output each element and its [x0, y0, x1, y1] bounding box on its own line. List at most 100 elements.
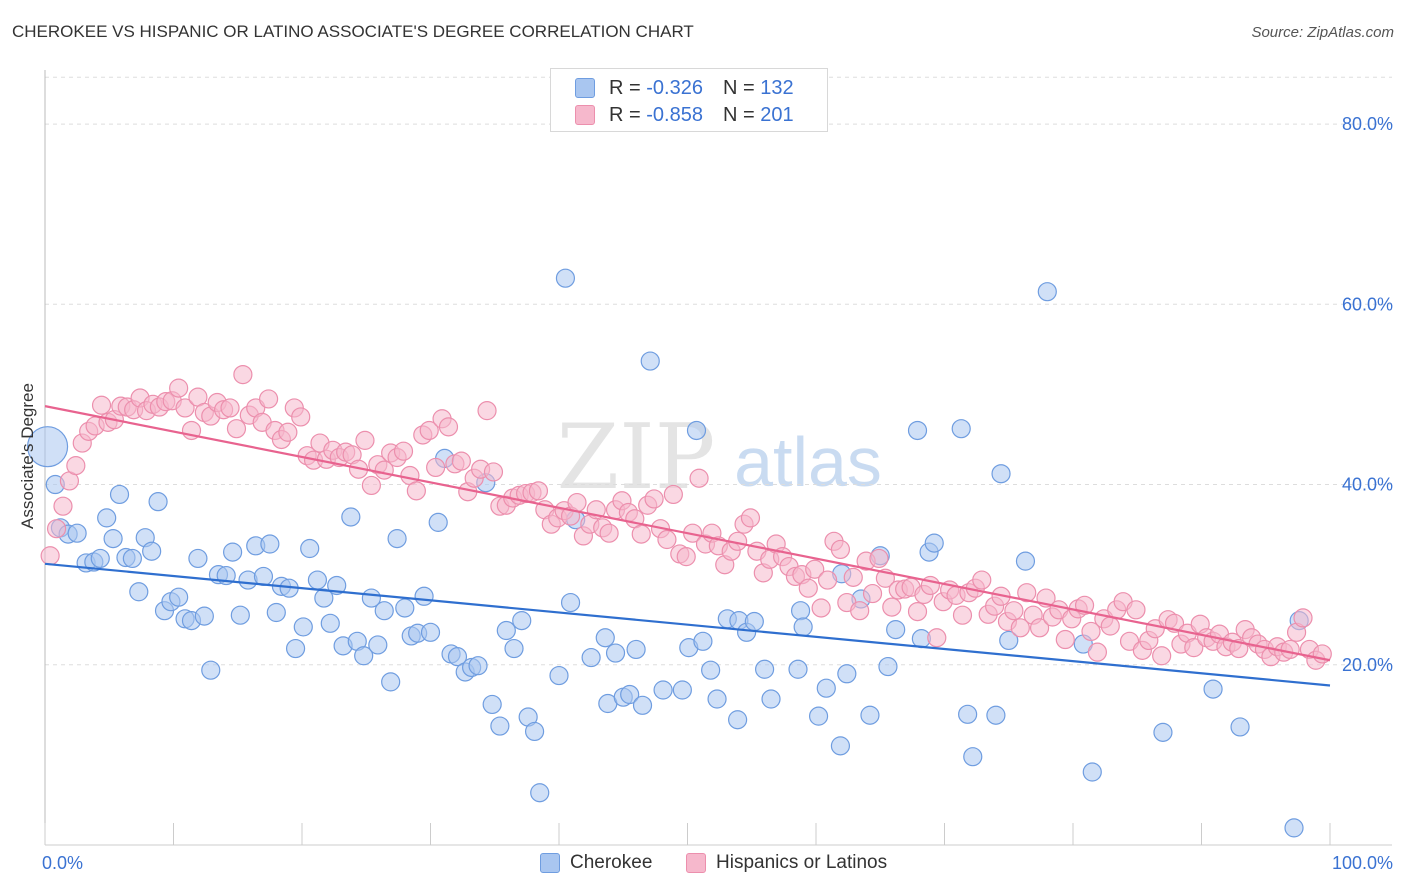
data-point — [560, 592, 581, 613]
data-point — [830, 539, 851, 560]
data-point — [46, 519, 67, 539]
hispanic-trendline — [44, 405, 1331, 662]
data-point — [907, 420, 928, 441]
data-point — [862, 583, 883, 604]
data-point — [707, 689, 727, 709]
data-point — [816, 678, 836, 698]
data-point — [169, 587, 189, 607]
data-point — [808, 706, 829, 726]
data-point — [188, 548, 208, 569]
data-point — [843, 567, 863, 587]
correlation-legend: R = -0.326 N = 132 R = -0.858 N = 201 — [550, 68, 828, 132]
data-point — [1203, 679, 1223, 699]
data-point — [631, 524, 651, 544]
data-point — [1081, 621, 1101, 642]
data-point — [817, 570, 838, 590]
data-point — [860, 705, 880, 725]
data-point — [886, 620, 906, 640]
data-point — [644, 489, 664, 509]
legend-n-value: 132 — [760, 76, 794, 99]
data-point — [811, 598, 831, 618]
data-point — [223, 542, 243, 562]
data-point — [109, 484, 130, 505]
data-point — [701, 660, 721, 680]
bottom-swatch-hispanic — [686, 853, 706, 873]
data-point — [169, 378, 189, 398]
y-axis-label: Associate's Degree — [18, 383, 37, 529]
data-point — [991, 464, 1011, 484]
data-point — [788, 659, 808, 679]
data-point — [1152, 646, 1172, 666]
data-point — [850, 601, 870, 621]
data-point — [837, 664, 857, 684]
data-point — [869, 548, 889, 569]
data-point — [103, 529, 123, 549]
data-point — [530, 783, 550, 803]
y-tick-label: 40.0% — [1342, 475, 1393, 495]
data-point — [314, 588, 334, 608]
data-point — [468, 656, 488, 676]
bottom-legend-label-cherokee: Cherokee — [570, 852, 653, 873]
data-point — [754, 659, 775, 679]
data-point — [1087, 642, 1108, 662]
data-point — [420, 622, 441, 642]
data-point — [927, 628, 947, 648]
data-point — [907, 601, 928, 622]
data-point — [285, 638, 306, 659]
data-point — [1055, 629, 1075, 650]
data-point — [952, 605, 973, 625]
data-point — [67, 523, 87, 543]
data-point — [549, 665, 569, 686]
data-point — [693, 631, 713, 651]
data-point — [194, 606, 214, 626]
data-point — [744, 611, 764, 632]
data-point — [512, 611, 532, 631]
data-point — [1184, 638, 1204, 658]
data-point — [393, 441, 414, 461]
data-point — [1153, 722, 1173, 742]
data-point — [175, 398, 195, 418]
data-point — [1029, 618, 1050, 638]
data-point — [878, 656, 898, 677]
data-point — [307, 570, 328, 590]
data-point — [1126, 600, 1146, 620]
legend-row-hispanic: R = -0.858 N = 201 — [575, 102, 794, 128]
data-point — [387, 529, 407, 549]
y-tick-label: 20.0% — [1342, 655, 1393, 675]
data-point — [490, 716, 510, 736]
data-point — [761, 689, 781, 709]
legend-r-label: R = — [609, 76, 647, 99]
data-point — [958, 704, 978, 724]
data-point — [230, 605, 250, 625]
data-point — [483, 462, 504, 482]
data-point — [438, 417, 459, 437]
tick-labels: 20.0% 40.0% 60.0% 80.0% 0.0% 100.0% — [42, 114, 1393, 873]
data-point — [341, 507, 361, 527]
data-point — [129, 582, 149, 602]
data-point — [599, 523, 619, 543]
data-point — [1284, 818, 1304, 838]
legend-r-label: R = — [609, 103, 647, 126]
data-point — [293, 617, 313, 637]
data-point — [657, 529, 677, 550]
chart-title: CHEROKEE VS HISPANIC OR LATINO ASSOCIATE… — [12, 22, 694, 41]
data-point — [496, 620, 516, 641]
data-point — [1280, 639, 1300, 660]
watermark-zip: ZIP — [557, 405, 716, 510]
data-point — [798, 578, 818, 598]
data-point — [1100, 616, 1120, 636]
data-point — [640, 351, 660, 371]
data-point — [233, 364, 253, 385]
data-point — [406, 481, 426, 501]
data-point — [26, 426, 69, 468]
data-point — [451, 451, 471, 471]
data-point — [555, 268, 576, 288]
data-point — [142, 541, 162, 561]
data-point — [355, 430, 375, 450]
legend-n-label: N = — [722, 103, 761, 126]
legend-n-label: N = — [722, 76, 761, 99]
data-point — [653, 680, 673, 700]
legend-n-value: 201 — [760, 103, 794, 126]
data-point — [605, 643, 626, 663]
data-point — [626, 639, 646, 660]
